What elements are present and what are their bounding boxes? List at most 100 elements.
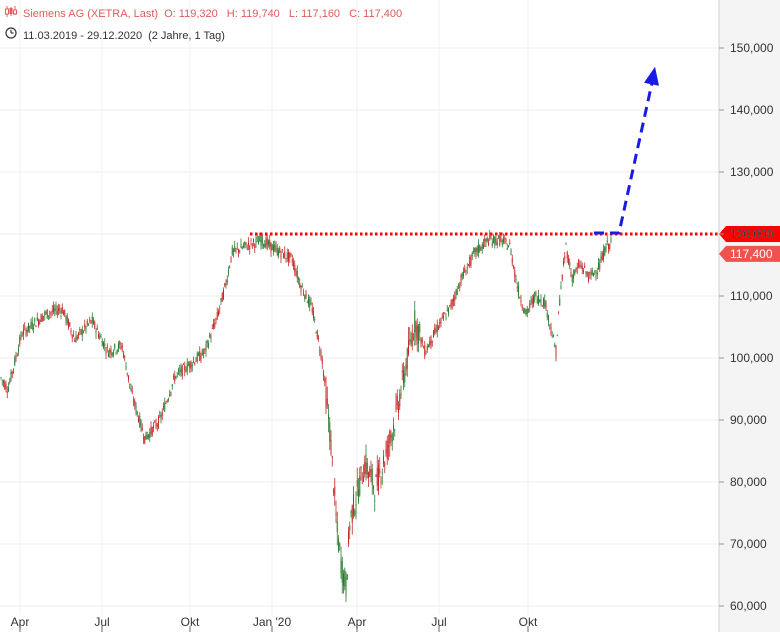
- x-tick-label: Jul: [431, 615, 446, 629]
- candle-body: [588, 277, 589, 281]
- candle-body: [283, 253, 284, 259]
- candle-body: [403, 370, 404, 384]
- candle-body: [174, 375, 176, 382]
- candle-body: [160, 414, 162, 419]
- candle-body: [233, 249, 234, 253]
- candle-body: [564, 256, 566, 259]
- candle-body: [496, 242, 498, 245]
- candle-body: [188, 365, 189, 366]
- candle-body: [159, 414, 161, 417]
- candlestick-series: [0, 230, 612, 603]
- candle-body: [510, 249, 512, 256]
- candle-body: [516, 287, 518, 289]
- candle-body: [290, 253, 292, 256]
- candle-body: [50, 312, 52, 314]
- candle-body: [51, 310, 53, 312]
- candle-body: [578, 263, 579, 266]
- candle-body: [178, 369, 179, 372]
- candle-body: [423, 347, 424, 349]
- candle-body: [539, 299, 541, 302]
- candle-body: [224, 283, 226, 286]
- candle-body: [116, 349, 118, 353]
- candle-body: [404, 373, 406, 383]
- candle-body: [549, 324, 551, 326]
- candle-body: [590, 272, 592, 276]
- candle-body: [83, 331, 84, 333]
- candle-body: [44, 312, 46, 316]
- candle-body: [448, 307, 449, 315]
- candle-body: [105, 351, 107, 354]
- candle-body: [308, 297, 309, 305]
- candle-body: [93, 319, 94, 325]
- candle-body: [110, 349, 112, 355]
- candle-body: [596, 272, 598, 274]
- candle-body: [604, 247, 606, 256]
- candle-body: [43, 316, 44, 317]
- instrument-name: Siemens AG (XETRA, Last): [23, 8, 159, 20]
- candle-body: [349, 525, 351, 531]
- candle-body: [451, 299, 453, 306]
- candle-body: [231, 247, 233, 256]
- candle-body: [381, 471, 383, 473]
- candle-body: [389, 431, 391, 444]
- resistance-price-tag-label: 120,000: [730, 227, 774, 241]
- x-axis: Apr Jul Okt Jan '20 Apr Jul Okt: [11, 615, 538, 632]
- candle-body: [401, 370, 403, 373]
- x-tick-label: Jan '20: [253, 615, 292, 629]
- candle-body: [370, 469, 372, 474]
- candle-body: [86, 320, 88, 325]
- candle-body: [100, 336, 102, 338]
- candle-body: [154, 421, 156, 423]
- candle-body: [176, 373, 178, 374]
- candle-body: [189, 361, 191, 369]
- candle-body: [183, 364, 184, 365]
- candle-body: [595, 275, 597, 276]
- candle-body: [464, 267, 466, 273]
- candle-body: [39, 320, 41, 324]
- candle-body: [326, 398, 328, 406]
- candle-body: [118, 343, 119, 350]
- candle-body: [41, 315, 43, 322]
- candle-body: [15, 355, 17, 359]
- candle-body: [91, 316, 93, 323]
- candle-body: [548, 315, 549, 322]
- candle-body: [130, 387, 132, 392]
- candle-body: [266, 238, 268, 246]
- candle-body: [18, 348, 19, 353]
- candle-body: [304, 295, 306, 299]
- y-tick-label: 150,000: [730, 41, 774, 55]
- candle-body: [281, 249, 283, 251]
- candle-body: [461, 273, 463, 278]
- candle-body: [0, 377, 2, 379]
- candle-body: [391, 434, 393, 442]
- current-price-tag-label: 117,400: [730, 247, 773, 261]
- candle-body: [48, 315, 49, 317]
- candle-body: [6, 391, 8, 393]
- candle-body: [398, 404, 399, 413]
- candle-body: [428, 345, 429, 348]
- candle-body: [433, 330, 434, 338]
- candle-body: [73, 335, 74, 337]
- candle-body: [111, 352, 113, 356]
- candle-body: [558, 312, 559, 314]
- candle-body: [145, 431, 147, 440]
- candle-body: [59, 309, 61, 310]
- candle-body: [244, 241, 246, 245]
- candle-body: [70, 330, 72, 333]
- candle-body: [579, 265, 581, 268]
- candle-body: [243, 245, 244, 248]
- candle-body: [14, 357, 16, 366]
- candle-body: [54, 308, 56, 312]
- candle-body: [53, 306, 54, 312]
- candle-body: [24, 326, 26, 328]
- candle-body: [545, 301, 547, 309]
- candle-body: [78, 332, 79, 336]
- candle-body: [546, 312, 548, 318]
- candle-body: [495, 238, 497, 245]
- candle-body: [388, 445, 389, 447]
- candle-body: [570, 272, 572, 277]
- candle-body: [560, 285, 562, 290]
- candle-body: [493, 235, 494, 243]
- candle-body: [509, 242, 511, 244]
